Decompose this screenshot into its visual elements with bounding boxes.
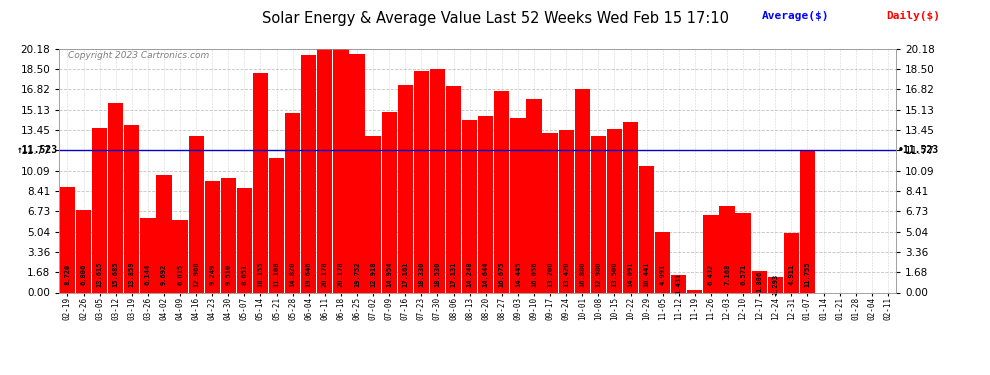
Text: 13.615: 13.615 (97, 262, 103, 287)
Bar (751, 271, 767, 292)
Text: 20.178: 20.178 (338, 262, 344, 287)
Bar (205, 181, 220, 292)
Bar (349, 54, 364, 292)
Text: 12.968: 12.968 (193, 262, 199, 287)
Bar (558, 130, 574, 292)
Bar (414, 71, 429, 292)
Text: 6.571: 6.571 (741, 264, 746, 285)
Bar (381, 112, 397, 292)
Bar (92, 128, 107, 292)
Bar (301, 55, 317, 292)
Bar (141, 218, 155, 292)
Text: 8.651: 8.651 (242, 264, 248, 285)
Text: Solar Energy & Average Value Last 52 Weeks Wed Feb 15 17:10: Solar Energy & Average Value Last 52 Wee… (261, 11, 729, 26)
Text: 11.755: 11.755 (805, 262, 811, 287)
Text: 14.445: 14.445 (515, 262, 521, 287)
Bar (108, 103, 124, 292)
Text: 17.131: 17.131 (450, 262, 456, 287)
Text: 11.108: 11.108 (273, 262, 279, 287)
Text: 16.675: 16.675 (499, 262, 505, 287)
Bar (221, 178, 236, 292)
Text: 18.155: 18.155 (257, 262, 263, 287)
Text: Average($): Average($) (762, 11, 830, 21)
Text: 12.980: 12.980 (595, 262, 601, 287)
Text: 14.644: 14.644 (483, 262, 489, 287)
Bar (446, 86, 461, 292)
Text: 4.911: 4.911 (788, 264, 794, 285)
Text: Copyright 2023 Cartronics.com: Copyright 2023 Cartronics.com (67, 51, 209, 60)
Bar (784, 233, 799, 292)
Bar (285, 114, 300, 292)
Bar (478, 116, 493, 292)
Text: •11.523: •11.523 (898, 146, 939, 155)
Bar (269, 158, 284, 292)
Bar (334, 49, 348, 292)
Bar (76, 210, 91, 292)
Bar (591, 136, 606, 292)
Bar (687, 290, 703, 292)
Text: 9.692: 9.692 (161, 264, 167, 285)
Text: 7.168: 7.168 (724, 264, 730, 285)
Text: 6.015: 6.015 (177, 264, 183, 285)
Text: 15.685: 15.685 (113, 262, 119, 287)
Text: 9.249: 9.249 (209, 264, 215, 285)
Text: 1.293: 1.293 (772, 274, 778, 296)
Bar (317, 49, 333, 292)
Bar (607, 129, 622, 292)
Bar (172, 220, 188, 292)
Text: 19.752: 19.752 (354, 262, 360, 287)
Text: 13.420: 13.420 (563, 262, 569, 287)
Bar (720, 206, 735, 292)
Bar (188, 136, 204, 292)
Text: 18.330: 18.330 (419, 262, 425, 287)
Bar (398, 85, 413, 292)
Bar (510, 118, 526, 292)
Bar (237, 188, 252, 292)
Bar (800, 150, 815, 292)
Text: 14.820: 14.820 (290, 262, 296, 287)
Text: 6.432: 6.432 (708, 264, 714, 285)
Bar (494, 91, 510, 292)
Text: 10.441: 10.441 (644, 262, 649, 287)
Bar (252, 73, 268, 292)
Bar (156, 176, 171, 292)
Bar (671, 275, 686, 292)
Text: 1.431: 1.431 (676, 273, 682, 294)
Text: 18.530: 18.530 (435, 262, 441, 287)
Bar (639, 166, 654, 292)
Text: 20.178: 20.178 (322, 262, 328, 287)
Text: 17.161: 17.161 (402, 262, 408, 287)
Text: Daily($): Daily($) (886, 11, 940, 21)
Text: 14.954: 14.954 (386, 262, 392, 287)
Bar (655, 232, 670, 292)
Text: 6.806: 6.806 (80, 264, 86, 285)
Bar (736, 213, 750, 292)
Bar (543, 133, 557, 292)
Text: 8.720: 8.720 (64, 264, 70, 285)
Bar (767, 277, 783, 292)
Bar (623, 122, 639, 292)
Bar (574, 88, 590, 292)
Bar (527, 99, 542, 292)
Bar (430, 69, 446, 292)
Bar (365, 136, 381, 292)
Text: 9.510: 9.510 (226, 264, 232, 285)
Text: 13.859: 13.859 (129, 262, 135, 287)
Text: 13.500: 13.500 (612, 262, 618, 287)
Text: 16.880: 16.880 (579, 262, 585, 287)
Text: 19.646: 19.646 (306, 262, 312, 287)
Bar (124, 125, 140, 292)
Text: 12.918: 12.918 (370, 262, 376, 287)
Text: ↑11.523: ↑11.523 (17, 146, 57, 155)
Text: 6.144: 6.144 (145, 264, 150, 285)
Bar (462, 120, 477, 292)
Text: 4.991: 4.991 (659, 264, 665, 285)
Text: 13.200: 13.200 (547, 262, 553, 287)
Text: 14.091: 14.091 (628, 262, 634, 287)
Text: 14.248: 14.248 (466, 262, 472, 287)
Bar (59, 187, 75, 292)
Text: 16.056: 16.056 (531, 262, 537, 287)
Bar (703, 215, 719, 292)
Text: 1.806: 1.806 (756, 271, 762, 292)
